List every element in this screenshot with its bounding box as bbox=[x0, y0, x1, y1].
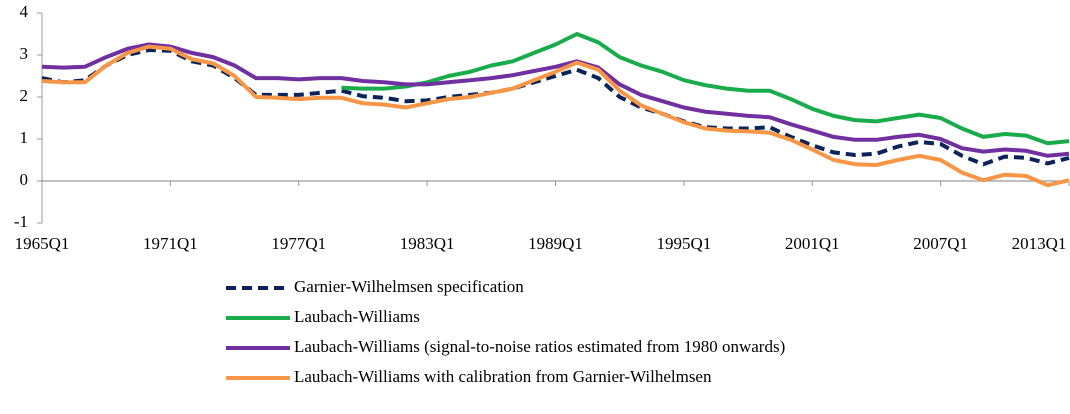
x-tick-label: 1989Q1 bbox=[528, 234, 583, 253]
legend-label: Laubach-Williams bbox=[294, 307, 420, 326]
series-line bbox=[341, 32, 1070, 146]
x-tick-label: 2001Q1 bbox=[785, 234, 840, 253]
legend-label: Laubach-Williams with calibration from G… bbox=[294, 367, 712, 386]
y-tick-label: 3 bbox=[20, 44, 29, 63]
y-tick-label: 2 bbox=[20, 86, 29, 105]
x-tick-label: 1971Q1 bbox=[143, 234, 198, 253]
y-tick-label: 0 bbox=[20, 170, 29, 189]
x-tick-label: 1977Q1 bbox=[271, 234, 326, 253]
x-tick-label: 1965Q1 bbox=[15, 234, 70, 253]
x-tick-label: 2013Q1 bbox=[1012, 234, 1067, 253]
y-tick-label: 4 bbox=[20, 2, 29, 21]
series-line bbox=[41, 44, 1070, 188]
legend-label: Garnier-Wilhelmsen specification bbox=[294, 277, 524, 296]
y-tick-label: 1 bbox=[20, 128, 29, 147]
legend-label: Laubach-Williams (signal-to-noise ratios… bbox=[294, 337, 785, 356]
x-tick-label: 2007Q1 bbox=[913, 234, 968, 253]
y-tick-label: -1 bbox=[14, 212, 28, 231]
series-line bbox=[41, 42, 1070, 158]
x-tick-label: 1983Q1 bbox=[400, 234, 455, 253]
x-tick-label: 1995Q1 bbox=[656, 234, 711, 253]
